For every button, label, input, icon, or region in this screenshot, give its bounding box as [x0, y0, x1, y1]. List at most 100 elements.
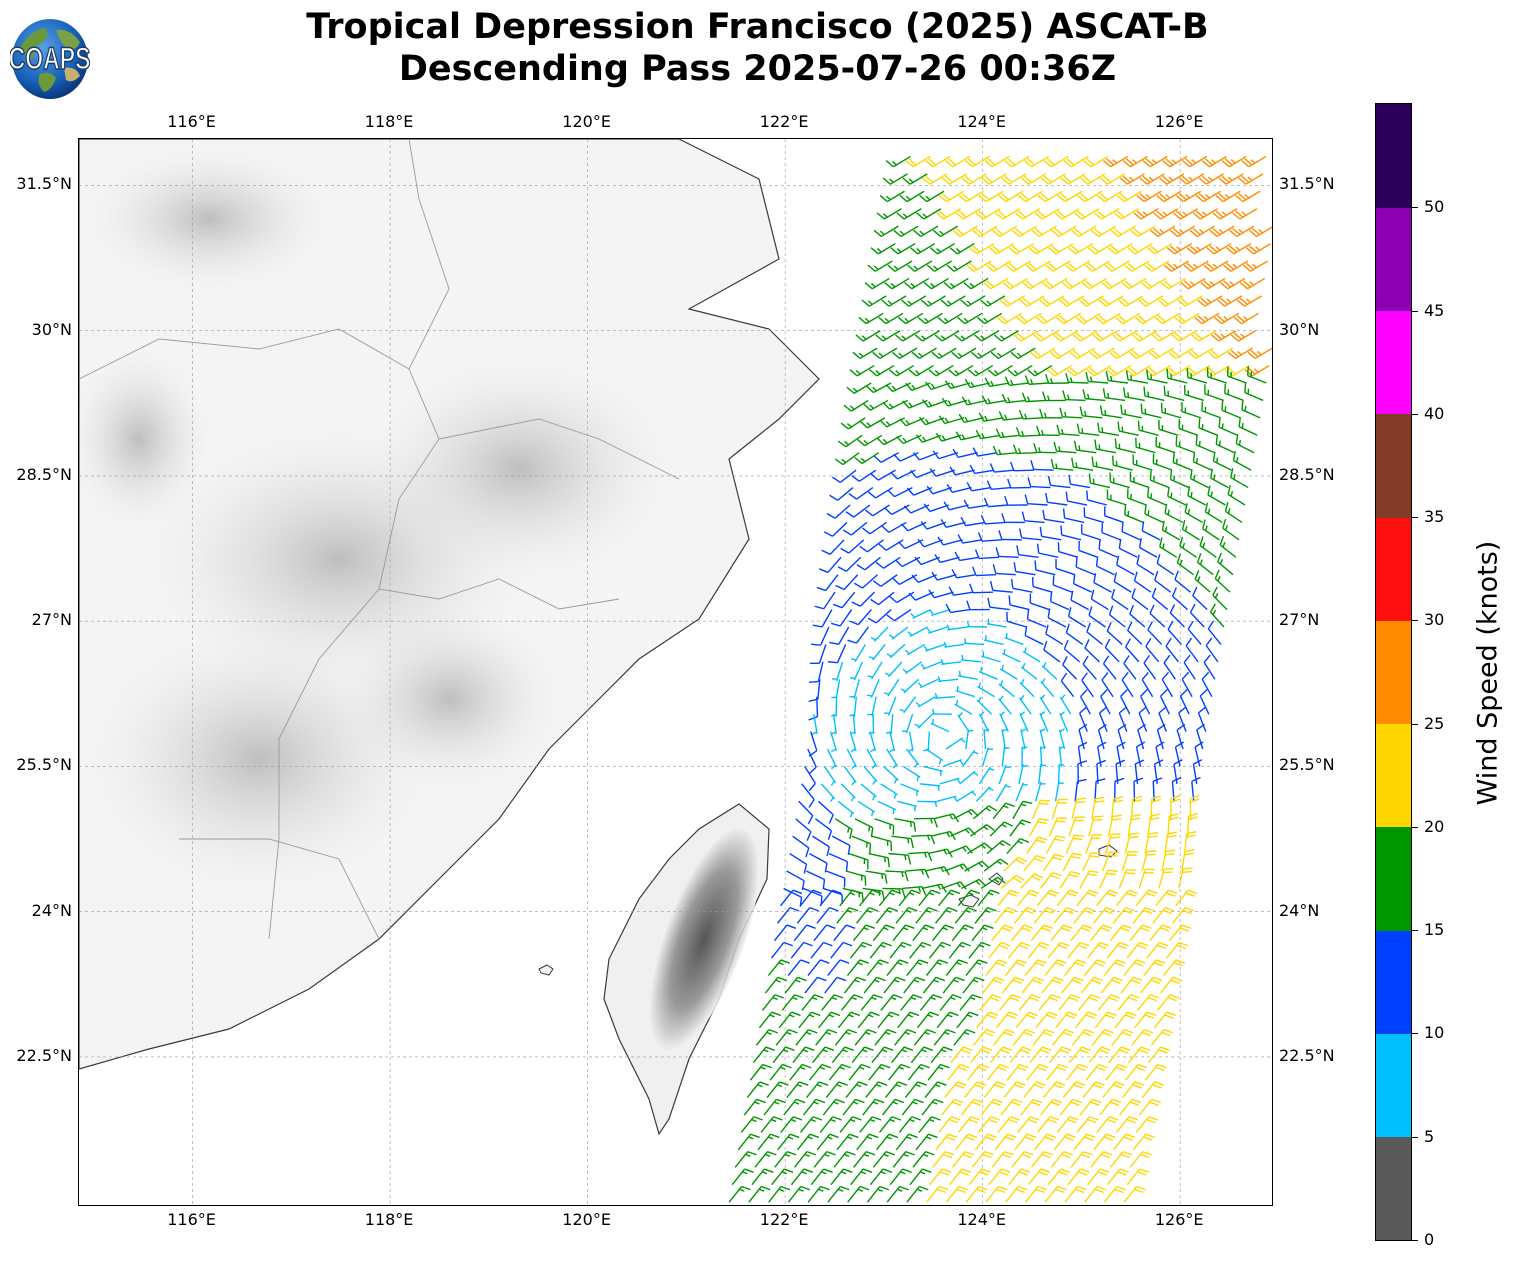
wind-barb	[849, 696, 858, 717]
wind-barb	[860, 994, 883, 1011]
wind-barb	[909, 1168, 932, 1186]
wind-barb	[1135, 437, 1156, 454]
wind-barb	[1002, 277, 1028, 290]
wind-barb	[1117, 421, 1139, 436]
wind-barb	[1181, 671, 1193, 698]
wind-barb	[963, 277, 989, 290]
wind-barb	[1161, 520, 1181, 541]
wind-barb	[812, 835, 830, 857]
wind-barb	[1068, 242, 1094, 255]
wind-barb	[740, 1116, 763, 1133]
wind-barb	[981, 747, 993, 767]
wind-barb	[926, 1185, 949, 1203]
wind-barb	[1019, 711, 1029, 732]
wind-barb	[964, 378, 990, 389]
wind-barb	[1123, 387, 1145, 402]
wind-barb	[866, 748, 878, 769]
wind-barb	[1039, 408, 1063, 419]
wind-barb	[1079, 689, 1091, 715]
wind-barb	[860, 417, 886, 429]
wind-barb	[878, 539, 904, 551]
wind-barb	[1004, 495, 1028, 506]
wind-barb	[986, 480, 1012, 491]
wind-barb	[1068, 474, 1091, 489]
wind-barb	[868, 644, 886, 661]
wind-barb	[957, 312, 983, 325]
wind-barb	[743, 1098, 766, 1116]
wind-barb	[1030, 924, 1053, 942]
wind-barb	[853, 574, 878, 589]
wind-barb	[1042, 853, 1064, 872]
wind-barb	[1189, 603, 1205, 628]
wind-barb	[946, 260, 972, 272]
wind-barb	[966, 621, 987, 628]
colorbar-tick	[1412, 207, 1418, 209]
wind-barb	[1029, 1046, 1052, 1064]
colorbar-tick-label: 5	[1424, 1126, 1435, 1146]
wind-barb	[755, 1028, 778, 1046]
wind-barb	[924, 1081, 947, 1099]
wind-barb	[904, 277, 930, 290]
wind-barb	[831, 835, 851, 855]
wind-barb	[983, 728, 990, 750]
map-area[interactable]	[78, 138, 1273, 1206]
wind-barb	[929, 242, 956, 255]
wind-barb	[1035, 1011, 1058, 1029]
wind-barb	[914, 817, 938, 828]
wind-barb	[948, 941, 971, 959]
wind-barb	[1049, 591, 1070, 611]
wind-barb	[1066, 364, 1092, 377]
wind-barb	[1120, 976, 1143, 994]
wind-barb	[1126, 1168, 1149, 1186]
wind-barb	[1164, 831, 1178, 854]
wind-barb	[991, 1150, 1014, 1168]
wind-barb	[994, 1133, 1017, 1151]
wind-barb	[980, 1098, 1003, 1116]
wind-barb	[816, 906, 839, 924]
wind-barb	[859, 539, 884, 553]
wind-barb	[1062, 508, 1085, 524]
wind-barb	[957, 1116, 981, 1133]
wind-barb	[947, 845, 973, 855]
wind-barb	[960, 295, 986, 307]
lat-tick-label-right: 28.5°N	[1279, 464, 1335, 484]
wind-barb	[1016, 312, 1042, 325]
wind-barb	[914, 556, 941, 566]
wind-barb	[993, 330, 1019, 342]
wind-barb	[1051, 225, 1077, 238]
wind-barb	[1118, 869, 1137, 889]
wind-barb	[989, 1046, 1012, 1064]
wind-barb	[890, 242, 916, 255]
wind-barb	[1016, 545, 1039, 558]
wind-barb	[1001, 648, 1021, 663]
wind-barb	[1194, 312, 1220, 325]
wind-barb	[1127, 242, 1153, 255]
wind-barb	[1093, 208, 1120, 220]
colorbar-tick-label: 40	[1424, 403, 1445, 423]
wind-barb	[1126, 941, 1149, 959]
wind-barb	[823, 766, 837, 786]
wind-barb	[1144, 831, 1159, 854]
wind-barb	[941, 1098, 964, 1116]
wind-barb	[1159, 173, 1185, 185]
wind-barb	[1019, 295, 1045, 307]
colorbar-tick	[1412, 310, 1418, 312]
wind-barb	[749, 1063, 772, 1081]
wind-barb	[895, 906, 918, 924]
wind-barb	[1087, 242, 1114, 255]
wind-barb	[1186, 242, 1212, 255]
wind-barb	[1021, 746, 1028, 767]
wind-barb	[1075, 557, 1096, 576]
wind-barb	[1106, 941, 1129, 959]
wind-barb	[1176, 553, 1194, 576]
wind-barb	[904, 643, 926, 656]
wind-barb	[958, 670, 978, 680]
wind-barb	[809, 852, 828, 873]
colorbar-tick-label: 15	[1424, 920, 1445, 940]
wind-barb	[851, 1046, 874, 1064]
wind-barb	[1041, 391, 1066, 402]
wind-barb	[965, 959, 988, 977]
wind-barb	[786, 870, 805, 891]
lon-tick-label-bottom: 116°E	[167, 1210, 216, 1229]
wind-map[interactable]	[79, 139, 1273, 1206]
